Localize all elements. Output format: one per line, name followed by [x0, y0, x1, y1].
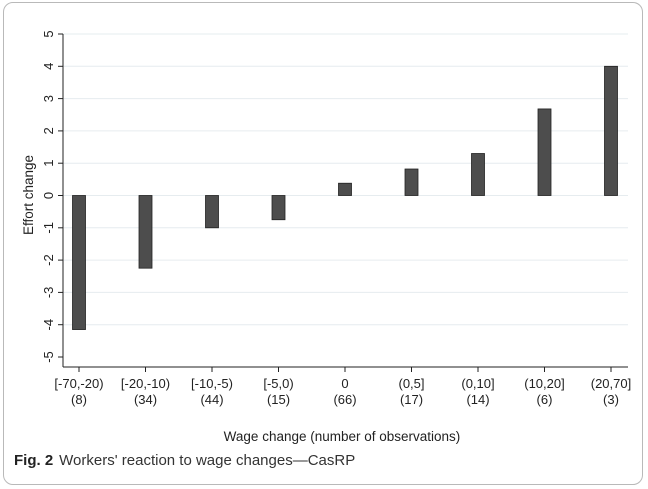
- y-tick-label: 3: [41, 95, 56, 102]
- figure-caption-text: Workers' reaction to wage changes—CasRP: [59, 452, 356, 469]
- x-tick-label: 0: [341, 376, 348, 391]
- x-axis-label: Wage change (number of observations): [224, 429, 461, 444]
- bar: [471, 153, 485, 196]
- y-tick-label: 2: [41, 127, 56, 134]
- y-tick-label: -5: [41, 351, 56, 363]
- x-tick-label: (10,20]: [524, 376, 564, 391]
- x-tick-count: (8): [71, 392, 87, 407]
- bar: [338, 182, 352, 196]
- x-tick-label: (20,70]: [591, 376, 631, 391]
- y-tick-label: 0: [41, 192, 56, 199]
- bar: [604, 65, 618, 196]
- x-tick-count: (14): [466, 392, 489, 407]
- x-tick-count: (17): [400, 392, 423, 407]
- x-tick-count: (44): [200, 392, 223, 407]
- x-tick-count: (15): [267, 392, 290, 407]
- x-tick-count: (6): [537, 392, 553, 407]
- x-tick-label: (0,5]: [398, 376, 424, 391]
- bars: [72, 65, 618, 330]
- x-tick-label: [-20,-10): [121, 376, 170, 391]
- y-tick-label: 4: [41, 63, 56, 70]
- x-tick-count: (66): [333, 392, 356, 407]
- x-tick-count: (3): [603, 392, 619, 407]
- y-tick-label: 1: [41, 160, 56, 167]
- bar: [404, 168, 419, 196]
- y-tick-label: -3: [41, 287, 56, 299]
- y-tick-label: 5: [41, 30, 56, 37]
- bar: [537, 108, 552, 196]
- y-axis-label: Effort change: [21, 155, 36, 235]
- y-tick-labels: 5 4 3 2 1 0 -1 -2 -3 -4 -5: [41, 30, 56, 362]
- y-tick-label: -2: [41, 254, 56, 266]
- bar: [271, 195, 286, 221]
- figure-number: Fig. 2: [14, 452, 54, 469]
- bar: [138, 195, 153, 269]
- bar: [72, 195, 86, 330]
- axes: [58, 33, 628, 372]
- x-tick-label: [-10,-5): [191, 376, 233, 391]
- bar: [205, 195, 219, 229]
- x-tick-label: [-70,-20): [54, 376, 103, 391]
- figure-caption: Fig. 2 Workers' reaction to wage changes—…: [14, 452, 355, 469]
- y-tick-label: -4: [41, 319, 56, 331]
- y-tick-label: -1: [41, 222, 56, 234]
- x-tick-label: (0,10]: [461, 376, 494, 391]
- figure-frame: [3, 2, 643, 485]
- gridlines: [63, 33, 628, 326]
- x-tick-label: [-5,0): [263, 376, 293, 391]
- x-tick-labels: [-70,-20)(8) [-20,-10)(34) [-10,-5)(44) [-5…: [54, 376, 631, 407]
- x-tick-count: (34): [134, 392, 157, 407]
